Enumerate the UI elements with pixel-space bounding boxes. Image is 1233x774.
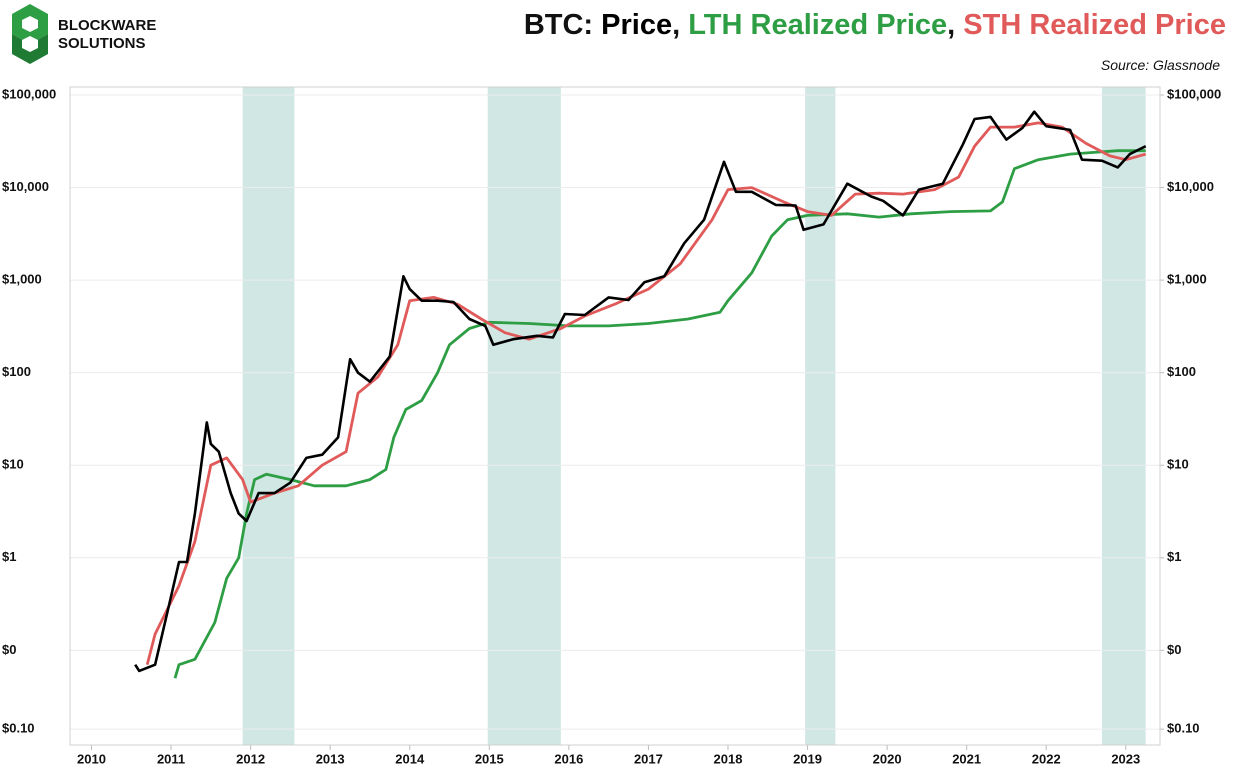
y2-tick-label: $100,000 xyxy=(1167,86,1221,101)
legend-entry: STH Realized Price xyxy=(963,9,1226,41)
y-tick-label: $10,000 xyxy=(2,179,49,194)
y2-tick-label: $10 xyxy=(1167,457,1189,472)
shaded-range xyxy=(487,87,561,745)
y2-tick-label: $0 xyxy=(1167,642,1181,657)
logo-mark-inner xyxy=(22,16,38,52)
y-tick-label: $0.10 xyxy=(2,721,35,736)
logo-text: BLOCKWARE xyxy=(58,17,156,34)
y-tick-label: $1 xyxy=(2,549,16,564)
y2-tick-label: $1,000 xyxy=(1167,272,1207,287)
x-tick-label: 2012 xyxy=(236,751,265,766)
shaded-range xyxy=(1101,87,1146,745)
series-line xyxy=(134,110,1147,673)
plot-frame xyxy=(69,86,1161,746)
shaded-range xyxy=(805,87,836,745)
logo: BLOCKWARE SOLUTIONS xyxy=(12,4,156,64)
x-tick-label: 2017 xyxy=(634,751,663,766)
x-tick-label: 2016 xyxy=(554,751,583,766)
legend-entry: LTH Realized Price xyxy=(688,9,947,41)
source: Source: Glassnode xyxy=(1101,57,1220,73)
logo-text: SOLUTIONS xyxy=(58,35,146,52)
x-tick-label: 2023 xyxy=(1111,751,1140,766)
legend-entry: Price xyxy=(601,9,672,41)
title-part: BTC: xyxy=(524,9,601,41)
x-tick-label: 2010 xyxy=(77,751,106,766)
y2-tick-label: $10,000 xyxy=(1167,179,1214,194)
y-tick-label: $10 xyxy=(2,457,24,472)
x-tick-label: 2019 xyxy=(793,751,822,766)
y2-tick-label: $100 xyxy=(1167,364,1196,379)
series-line xyxy=(173,149,1146,679)
x-tick-label: 2018 xyxy=(714,751,743,766)
chart-title: BTC: Price, LTH Realized Price, STH Real… xyxy=(524,9,1226,41)
y-tick-label: $1,000 xyxy=(2,272,42,287)
x-tick-label: 2013 xyxy=(316,751,345,766)
y-tick-label: $100,000 xyxy=(2,86,56,101)
x-tick-label: 2014 xyxy=(395,751,425,766)
y2-tick-label: $0.10 xyxy=(1167,721,1200,736)
y2-tick-label: $1 xyxy=(1167,549,1181,564)
y-tick-label: $100 xyxy=(2,364,31,379)
x-tick-label: 2015 xyxy=(475,751,504,766)
x-tick-label: 2020 xyxy=(873,751,902,766)
y-tick-label: $0 xyxy=(2,642,16,657)
x-tick-label: 2022 xyxy=(1032,751,1061,766)
title-part: , xyxy=(947,9,963,41)
shaded-range xyxy=(242,87,295,745)
x-tick-label: 2021 xyxy=(952,751,981,766)
x-tick-label: 2011 xyxy=(157,751,185,766)
series-line xyxy=(145,121,1147,666)
title-part: , xyxy=(672,9,688,41)
